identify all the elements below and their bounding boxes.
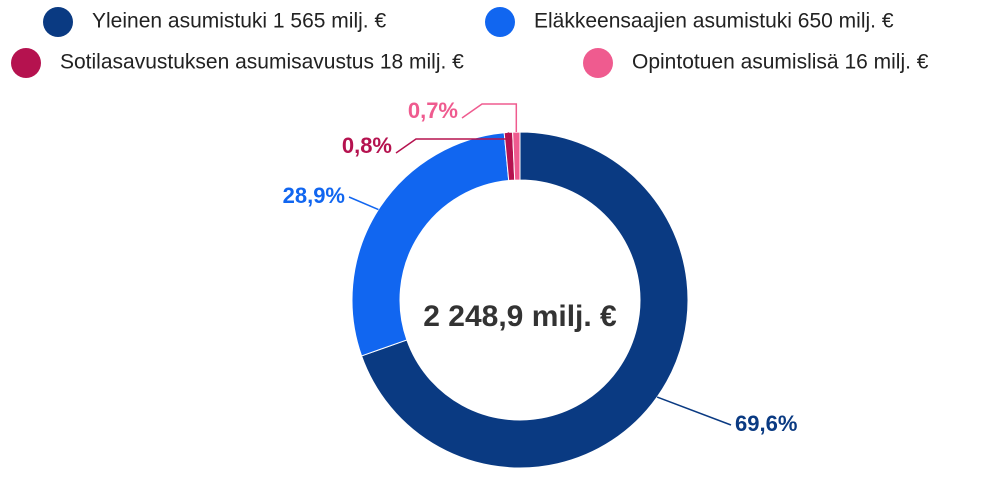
data-label: 69,6% — [735, 411, 797, 436]
leader-line — [656, 396, 732, 426]
legend-swatch — [485, 7, 515, 37]
legend-label: Opintotuen asumislisä 16 milj. € — [632, 51, 929, 74]
legend-label: Sotilasavustuksen asumisavustus 18 milj.… — [60, 51, 464, 74]
data-label: 0,7% — [408, 98, 458, 123]
data-label: 28,9% — [283, 183, 345, 208]
donut-slice — [512, 131, 521, 181]
legend-label: Yleinen asumistuki 1 565 milj. € — [92, 10, 386, 33]
data-label: 0,8% — [342, 133, 392, 158]
donut-slice — [360, 131, 689, 469]
leader-line — [461, 103, 518, 133]
center-label: 2 248,9 milj. € — [423, 300, 617, 333]
donut-slice — [351, 132, 510, 357]
legend-label: Eläkkeensaajien asumistuki 650 milj. € — [534, 10, 894, 33]
leader-line — [395, 132, 510, 154]
legend-swatch — [11, 48, 41, 78]
legend-swatch — [43, 7, 73, 37]
legend-swatch — [583, 48, 613, 78]
leader-line — [348, 196, 379, 211]
